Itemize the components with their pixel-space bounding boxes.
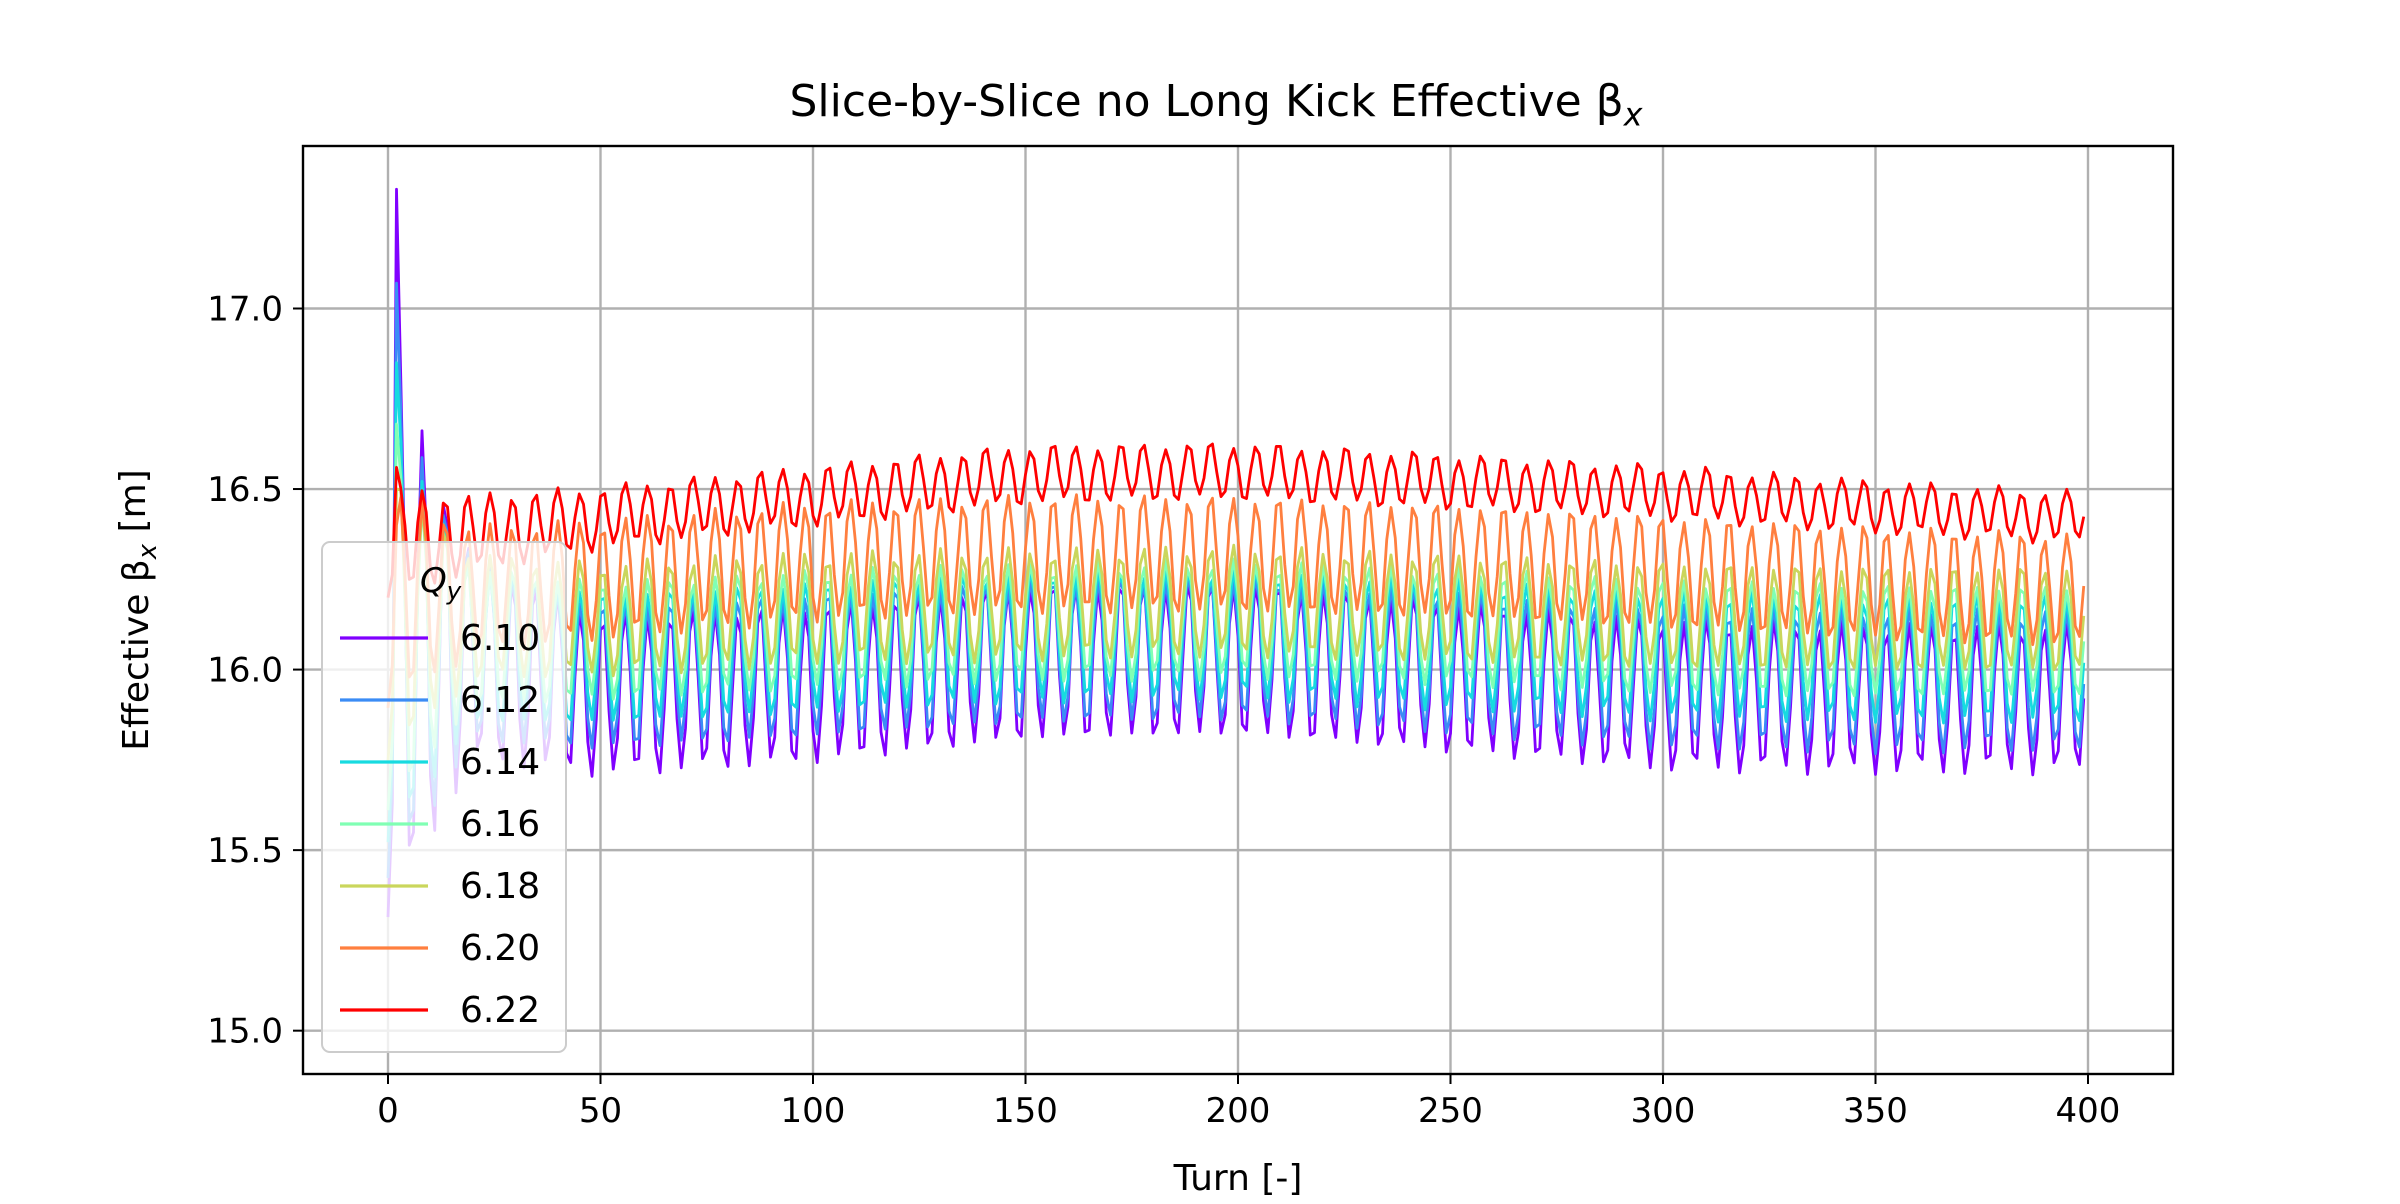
legend-label: 6.16: [460, 804, 540, 845]
series-layer: [386, 187, 2086, 918]
grid-layer: [303, 146, 2173, 1074]
legend-box: [321, 541, 567, 1053]
legend-label: 6.12: [460, 680, 540, 721]
legend-label: 6.18: [460, 866, 540, 907]
x-tick-label: 400: [2056, 1091, 2121, 1131]
series-line-6-18: [386, 487, 2086, 761]
x-tick-label: 200: [1206, 1091, 1271, 1131]
series-line-6-20: [386, 493, 2086, 709]
x-tick-label: 300: [1631, 1091, 1696, 1131]
legend-label: 6.10: [460, 618, 540, 659]
x-tick-label: 100: [781, 1091, 846, 1131]
y-tick-label: 16.0: [207, 651, 283, 691]
x-tick-label: 350: [1843, 1091, 1908, 1131]
series-line-6-22: [386, 442, 2086, 598]
legend-label: 6.22: [460, 990, 540, 1031]
x-axis-label: Turn [-]: [1173, 1158, 1303, 1199]
series-line-6-16: [386, 422, 2086, 811]
legend-label: 6.14: [460, 742, 540, 783]
legend-label: 6.20: [460, 928, 540, 969]
y-tick-label: 17.0: [207, 289, 283, 329]
x-tick-label: 150: [993, 1091, 1058, 1131]
y-axis-label: Effective βx [m]: [113, 469, 163, 750]
legend-items: 6.10 6.12 6.14 6.16 6.18 6.20 6.22: [340, 618, 540, 1031]
x-tick-label: 50: [579, 1091, 622, 1131]
legend-title: Qy: [420, 561, 462, 605]
y-tick-label: 16.5: [207, 470, 283, 510]
y-tick-label: 15.0: [207, 1012, 283, 1052]
y-tick-label: 15.5: [207, 831, 283, 871]
tick-layer: 0 50 100 150 200 250 300 350 400 15.0 15.5 16.0 16.5…: [207, 289, 2120, 1131]
x-tick-label: 250: [1418, 1091, 1483, 1131]
chart-title: Slice-by-Slice no Long Kick Effective βx: [790, 76, 1643, 134]
x-tick-label: 0: [377, 1091, 399, 1131]
legend: Qy 6.10 6.12 6.14 6.16 6.18 6.20 6.22: [321, 541, 567, 1053]
